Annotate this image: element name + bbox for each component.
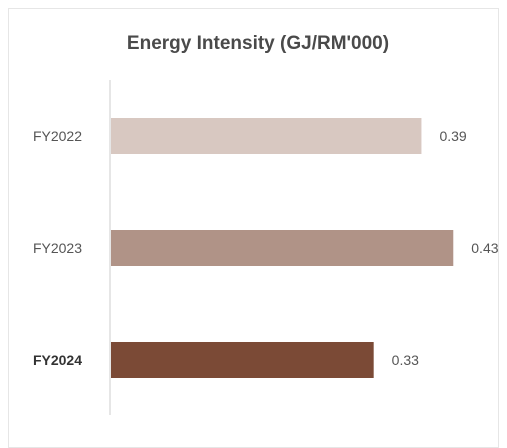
chart-title: Energy Intensity (GJ/RM'000) bbox=[127, 33, 389, 54]
bar-chart: Energy Intensity (GJ/RM'000) FY2022 0.39F… bbox=[33, 33, 499, 415]
value-label-fy2024: 0.33 bbox=[392, 352, 419, 368]
bar-fy2023 bbox=[111, 230, 454, 266]
bar-fy2022 bbox=[111, 118, 422, 154]
value-label-fy2023: 0.43 bbox=[471, 240, 498, 256]
category-label-fy2024: FY2024 bbox=[33, 352, 82, 368]
bar-fy2024 bbox=[111, 342, 374, 378]
bars-group: FY2022 0.39 FY2023 0.43 FY2024 0.33 bbox=[33, 118, 499, 378]
category-label-fy2022: FY2022 bbox=[33, 128, 82, 144]
category-label-fy2023: FY2023 bbox=[33, 240, 82, 256]
value-label-fy2022: 0.39 bbox=[439, 128, 466, 144]
